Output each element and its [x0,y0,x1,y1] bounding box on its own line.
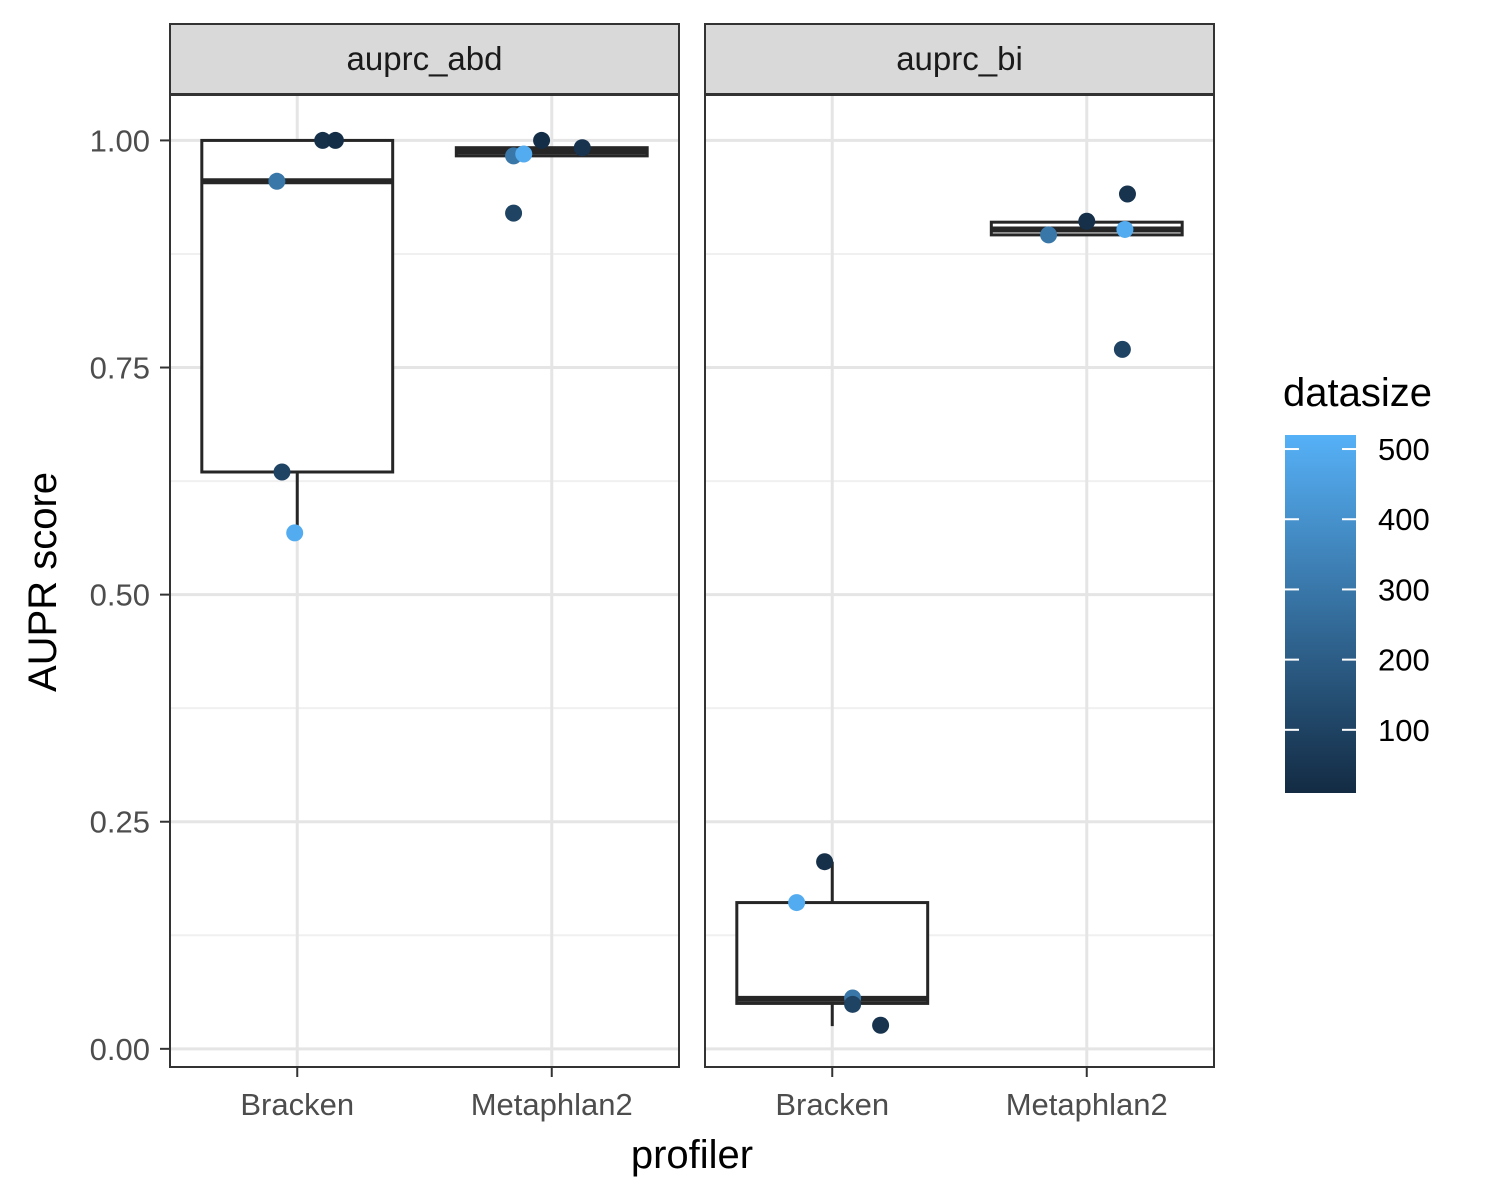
facet-panels: auprc_abd Bracken Metaphlan2 auprc_bi Bracke… [169,23,1215,1122]
legend-break-label: 400 [1378,502,1430,537]
y-tick-label: 1.00 [90,123,150,158]
box-auprc_bi-Metaphlan2 [989,185,1184,358]
data-point [1040,226,1058,244]
data-point [872,1016,890,1034]
data-point [1078,212,1096,230]
y-tick-label: 0.25 [90,805,150,840]
x-tick-label: Bracken [775,1087,889,1122]
data-point [573,139,591,157]
data-point [268,172,286,190]
legend-colorbar [1285,435,1356,793]
box-iqr [200,138,395,474]
x-tick-label: Metaphlan2 [471,1087,633,1122]
box-auprc_bi-Bracken [735,853,930,1034]
legend-break-label: 300 [1378,572,1430,607]
facet-panel-auprc_bi: auprc_bi Bracken Metaphlan2 [704,23,1215,1122]
legend-title: datasize [1283,371,1432,415]
data-point [505,204,523,222]
data-point [844,995,862,1013]
data-point [1118,185,1136,203]
data-point [533,131,551,149]
data-point [816,853,834,871]
y-axis-title: AUPR score [21,472,65,692]
color-legend: datasize 100 200 300 400 500 [1283,371,1432,793]
legend-break-label: 200 [1378,643,1430,678]
data-point [273,463,291,481]
data-point [788,894,806,912]
x-tick-label: Bracken [240,1087,354,1122]
data-point [1113,340,1131,358]
data-point [314,131,332,149]
legend-break-label: 500 [1378,432,1430,467]
box-auprc_abd-Bracken [200,131,395,542]
facet-strip [169,23,680,95]
data-point [326,131,344,149]
data-point [286,524,304,542]
y-tick-label: 0.75 [90,351,150,386]
x-axis-title: profiler [631,1133,753,1177]
facet-strip-label: auprc_abd [347,40,503,77]
box-iqr [735,901,930,1005]
x-tick-label: Metaphlan2 [1006,1087,1168,1122]
y-tick-label: 0.00 [90,1032,150,1067]
facet-panel-auprc_abd: auprc_abd Bracken Metaphlan2 [169,23,680,1122]
y-tick-label: 0.50 [90,578,150,613]
facet-strip [704,23,1215,95]
facet-strip-label: auprc_bi [896,40,1023,77]
box-auprc_abd-Metaphlan2 [454,131,649,222]
data-point [1116,220,1134,238]
data-point [515,145,533,163]
legend-break-label: 100 [1378,713,1430,748]
y-axis: 0.00 0.25 0.50 0.75 1.00 [90,123,170,1067]
